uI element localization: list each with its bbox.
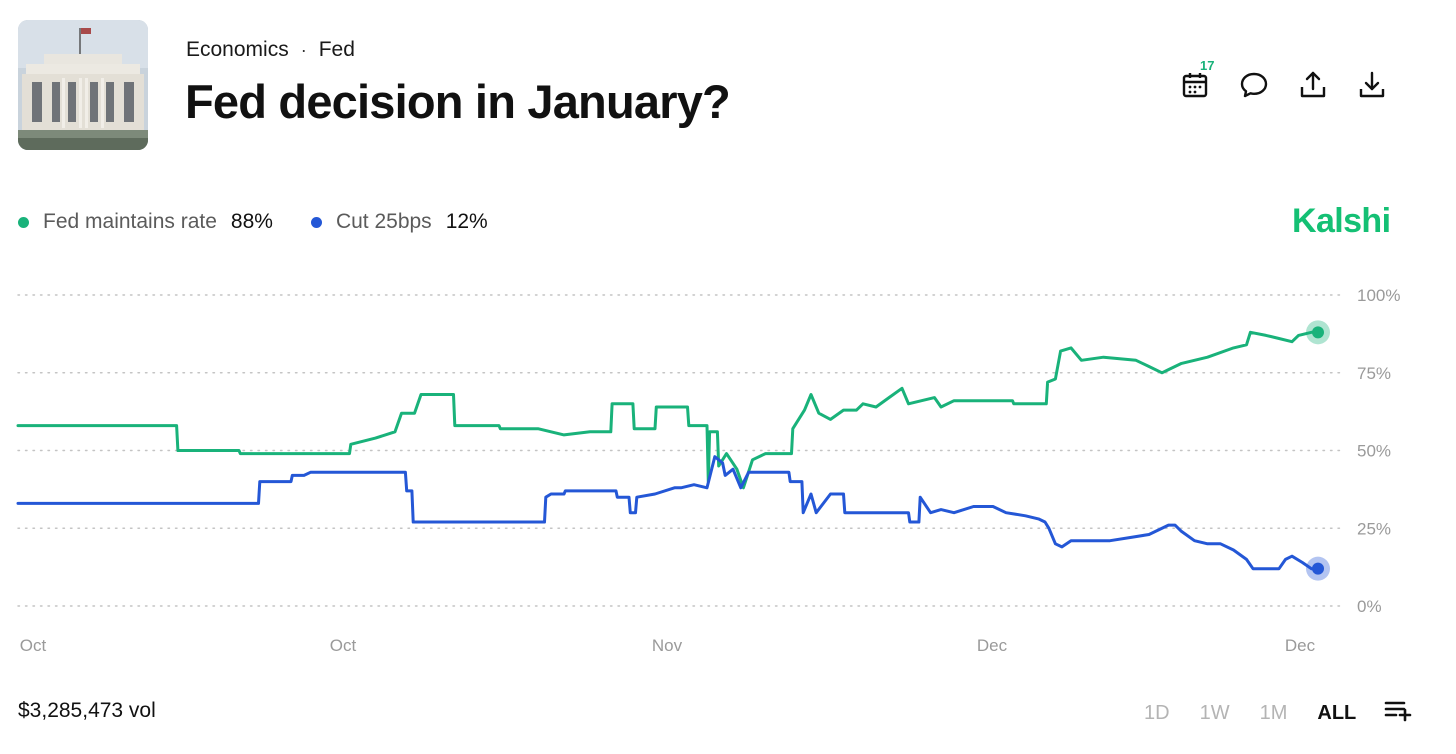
series-line-maintain	[16, 330, 1320, 490]
fed-building-image	[18, 20, 148, 150]
price-chart[interactable]: 100% 75% 50% 25% 0% Oct Oct Nov Dec Dec	[0, 270, 1456, 670]
range-1d-button[interactable]: 1D	[1144, 701, 1170, 724]
share-icon	[1300, 71, 1326, 98]
breadcrumb-subcategory-link[interactable]: Fed	[318, 38, 355, 61]
brand-logo: Kalshi	[1292, 202, 1391, 240]
range-all-button[interactable]: ALL	[1317, 701, 1357, 724]
x-tick-label: Oct	[330, 636, 357, 655]
header-actions: 17	[1176, 58, 1412, 104]
add-to-list-icon	[1384, 701, 1412, 722]
y-tick-label: 50%	[1357, 442, 1391, 461]
endpoint-dot-cut	[1312, 562, 1324, 575]
range-1w-button[interactable]: 1W	[1199, 701, 1230, 724]
y-tick-label: 100%	[1357, 286, 1400, 305]
download-icon	[1359, 71, 1385, 98]
chart-legend: Fed maintains rate 88% Cut 25bps 12%	[18, 210, 526, 234]
download-button[interactable]	[1353, 66, 1391, 104]
x-tick-label: Oct	[20, 636, 47, 655]
calendar-button[interactable]: 17	[1176, 58, 1214, 104]
calendar-icon	[1182, 73, 1208, 98]
x-tick-label: Nov	[652, 636, 683, 655]
calendar-count-badge: 17	[1200, 58, 1215, 73]
legend-dot-cut	[310, 216, 322, 228]
legend-dot-maintain	[18, 216, 29, 228]
comment-icon	[1240, 72, 1268, 98]
legend-value-maintain: 88%	[230, 210, 273, 233]
series-line-cut	[16, 455, 1320, 571]
market-thumbnail	[18, 20, 148, 150]
volume-label: $3,285,473 vol	[18, 699, 156, 722]
breadcrumb: Economics · Fed	[186, 38, 355, 62]
add-to-list-button[interactable]	[1384, 698, 1412, 728]
y-tick-label: 0%	[1357, 597, 1382, 616]
share-button[interactable]	[1294, 66, 1332, 104]
range-1m-button[interactable]: 1M	[1259, 701, 1288, 724]
y-tick-label: 75%	[1357, 364, 1391, 383]
page-title: Fed decision in January?	[185, 75, 731, 128]
legend-item-maintain[interactable]: Fed maintains rate 88%	[18, 210, 273, 234]
comment-button[interactable]	[1235, 66, 1273, 104]
legend-label-cut: Cut 25bps	[335, 210, 432, 233]
breadcrumb-category-link[interactable]: Economics	[186, 38, 289, 61]
legend-label-maintain: Fed maintains rate	[43, 210, 217, 233]
y-tick-label: 25%	[1357, 519, 1391, 538]
legend-value-cut: 12%	[445, 210, 488, 233]
x-tick-label: Dec	[1285, 636, 1316, 655]
time-range-selector: 1D 1W 1M ALL	[1144, 698, 1412, 728]
x-tick-label: Dec	[977, 636, 1008, 655]
legend-item-cut[interactable]: Cut 25bps 12%	[310, 210, 488, 234]
endpoint-dot-maintain	[1312, 326, 1324, 339]
breadcrumb-separator: ·	[300, 39, 307, 60]
